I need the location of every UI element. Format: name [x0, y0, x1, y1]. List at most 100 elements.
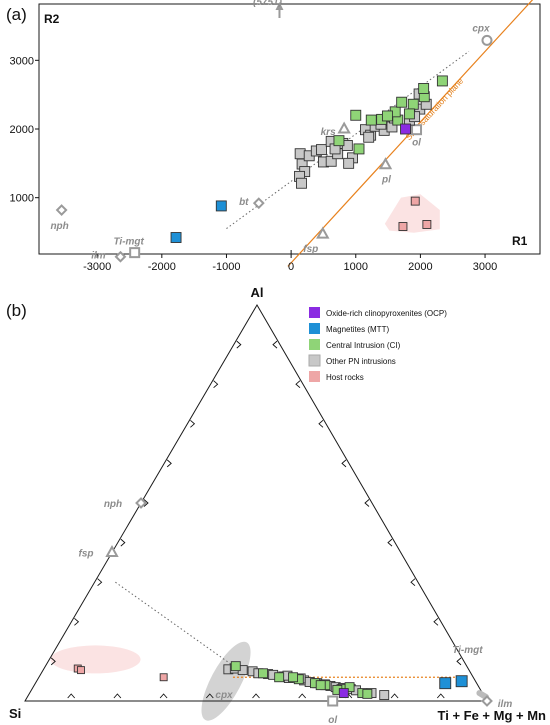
mineral-label-ilm: ilm	[91, 251, 106, 262]
legend: Oxide-rich clinopyroxenites (OCP) Magneti…	[308, 307, 447, 382]
legend-swatch-host	[309, 371, 320, 382]
tick-left	[74, 617, 80, 626]
y-tick-label: 3000	[10, 55, 34, 67]
mineral-marker-ol	[327, 695, 339, 707]
mineral-label-krs: krs	[321, 127, 336, 138]
mineral-label-nph: nph	[104, 499, 122, 510]
dotted-line	[115, 581, 238, 669]
point-mtt	[439, 677, 452, 690]
vertex-label-al: Al	[251, 285, 264, 300]
legend-swatch-ci	[309, 339, 320, 350]
legend-swatch-other	[308, 354, 321, 367]
point-host	[398, 222, 408, 231]
point-other	[343, 157, 355, 169]
tick-left	[143, 499, 149, 507]
panel-b-triangle	[24, 304, 488, 702]
legend-label-other: Other PN intrusions	[326, 357, 396, 366]
tick-bottom	[390, 693, 399, 699]
point-mtt	[170, 232, 182, 243]
x-tick-label: -2000	[148, 261, 176, 273]
x-tick-label: 1000	[344, 261, 368, 273]
tick-bottom	[252, 693, 260, 699]
x-tick-label: -1000	[212, 261, 240, 273]
mineral-marker-fsp	[105, 544, 119, 557]
point-host	[410, 196, 420, 206]
mineral-marker-ilm	[114, 250, 127, 263]
panel-a-y-axis-label: R2	[44, 12, 60, 26]
panel-a-letter: (a)	[6, 5, 27, 24]
panel-b-letter: (b)	[6, 301, 27, 320]
mineral-marker-bt	[252, 197, 265, 210]
tick-right	[456, 657, 462, 666]
mineral-marker-krs	[337, 121, 351, 134]
panel-a-data-points	[170, 75, 448, 243]
mineral-label-fsp: fsp	[79, 549, 94, 560]
mineral-label-ti-mgt: Ti-mgt	[452, 645, 483, 656]
point-ci	[365, 114, 377, 126]
tick-right	[410, 578, 416, 587]
x-tick-label: 3000	[473, 261, 497, 273]
point-ci	[418, 83, 430, 94]
mineral-marker-nph	[55, 204, 68, 216]
panel-a-frame	[38, 3, 541, 255]
mineral-label-fsp: fsp	[303, 244, 318, 255]
tick-left	[213, 380, 219, 389]
tick-left	[50, 657, 56, 666]
point-host	[159, 673, 168, 682]
mineral-label-bt: bt	[239, 197, 249, 208]
mineral-label-ilm: ilm	[498, 699, 513, 710]
ap-arrow-head	[275, 2, 284, 10]
tick-right	[318, 419, 324, 428]
cpx-field-label: cpx	[215, 690, 233, 701]
mineral-marker-pl	[378, 157, 393, 170]
point-ocp	[400, 123, 411, 135]
y-tick-label: 1000	[10, 193, 34, 205]
mineral-label-cpx: cpx	[472, 23, 490, 34]
point-ci	[344, 682, 355, 693]
panel-a-x-axis-label: R1	[512, 234, 528, 248]
point-ci	[362, 688, 373, 699]
y-tick-label: 2000	[10, 124, 34, 136]
mineral-marker-ol	[411, 124, 423, 136]
vertex-label-ti-fe-mg-mn: Ti + Fe + Mg + Mn	[438, 708, 547, 723]
x-tick-label: -3000	[83, 261, 111, 273]
legend-label-ci: Central Intrusion (CI)	[326, 341, 401, 350]
tick-right	[364, 499, 370, 507]
point-other	[363, 131, 375, 143]
tick-right	[341, 459, 347, 468]
panel-b-fields: cpx	[50, 641, 251, 721]
panel-b-data-points	[73, 661, 468, 701]
panel-b-lines	[115, 581, 489, 700]
mineral-marker-ilm	[481, 695, 493, 707]
tick-right	[295, 380, 301, 389]
point-ci	[333, 135, 345, 147]
legend-swatch-mtt	[309, 323, 320, 334]
vertex-label-si: Si	[9, 706, 21, 721]
tick-bottom	[436, 693, 445, 699]
panel-a-ticks: -3000 -2000 -1000 0 1000 2000 3000 1000 2000 3000	[10, 55, 498, 273]
ti-mgt-ilm-field	[476, 690, 489, 700]
point-ci	[350, 109, 362, 121]
mineral-label-nph: nph	[50, 221, 68, 232]
tick-bottom	[67, 693, 76, 699]
tick-right	[272, 340, 278, 349]
point-other	[296, 177, 307, 189]
point-mtt	[215, 200, 227, 212]
mineral-marker-cpx	[481, 34, 493, 46]
mineral-label-pl: pl	[381, 175, 391, 186]
legend-swatch-ocp	[309, 307, 320, 318]
panel-b-ticks	[50, 340, 462, 699]
mineral-marker-nph	[135, 497, 147, 509]
x-tick-label: 0	[288, 261, 294, 273]
tick-bottom	[205, 693, 214, 699]
tick-bottom	[298, 693, 307, 699]
point-ci	[403, 108, 415, 120]
point-other	[379, 690, 390, 701]
tick-left	[97, 578, 103, 587]
tick-left	[120, 538, 126, 547]
point-host	[77, 666, 85, 675]
host-rock-field	[50, 645, 141, 674]
point-ci	[315, 680, 326, 691]
